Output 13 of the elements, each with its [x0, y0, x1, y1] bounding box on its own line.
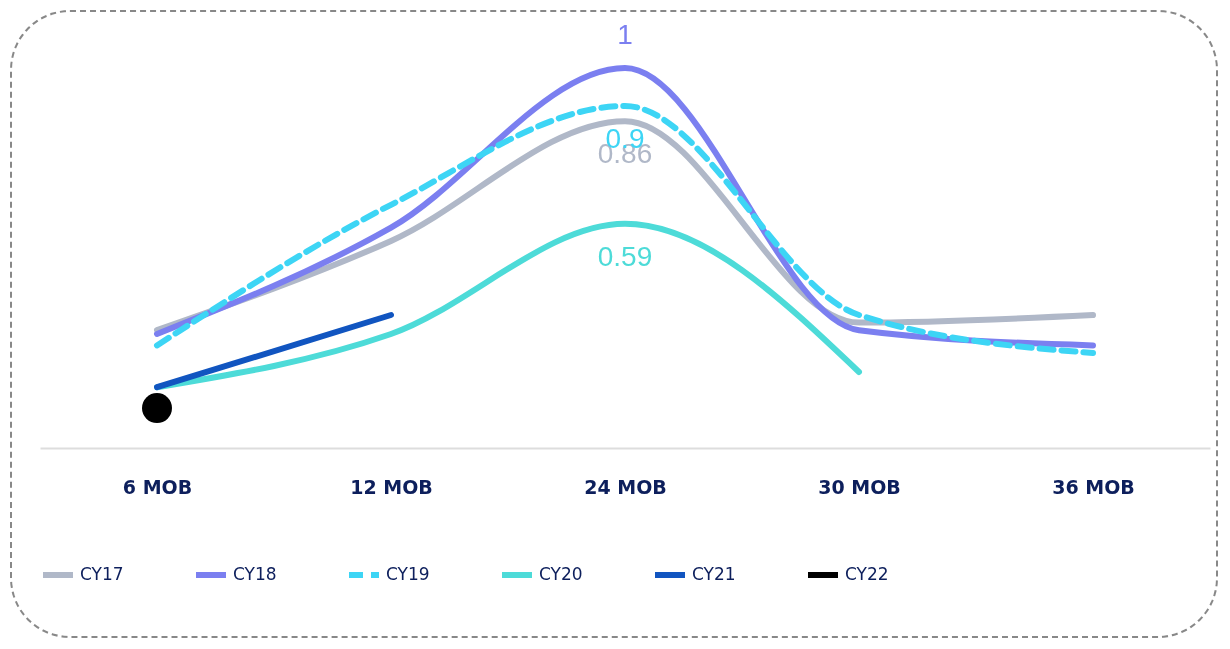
legend-label: CY19	[386, 564, 430, 584]
x-tick-label: 24 MOB	[584, 475, 667, 498]
legend-label: CY20	[539, 564, 583, 584]
x-tick-label: 6 MOB	[122, 475, 193, 498]
x-tick-label: 36 MOB	[1052, 475, 1135, 498]
legend-label: CY18	[233, 564, 277, 584]
legend-label: CY17	[80, 564, 124, 584]
legend-label: CY22	[845, 564, 889, 584]
data-label: 1	[617, 19, 633, 50]
data-label: 0.59	[597, 240, 653, 272]
x-tick-label: 12 MOB	[350, 475, 433, 498]
legend-label: CY21	[692, 564, 736, 584]
x-tick-label: 30 MOB	[818, 475, 901, 498]
